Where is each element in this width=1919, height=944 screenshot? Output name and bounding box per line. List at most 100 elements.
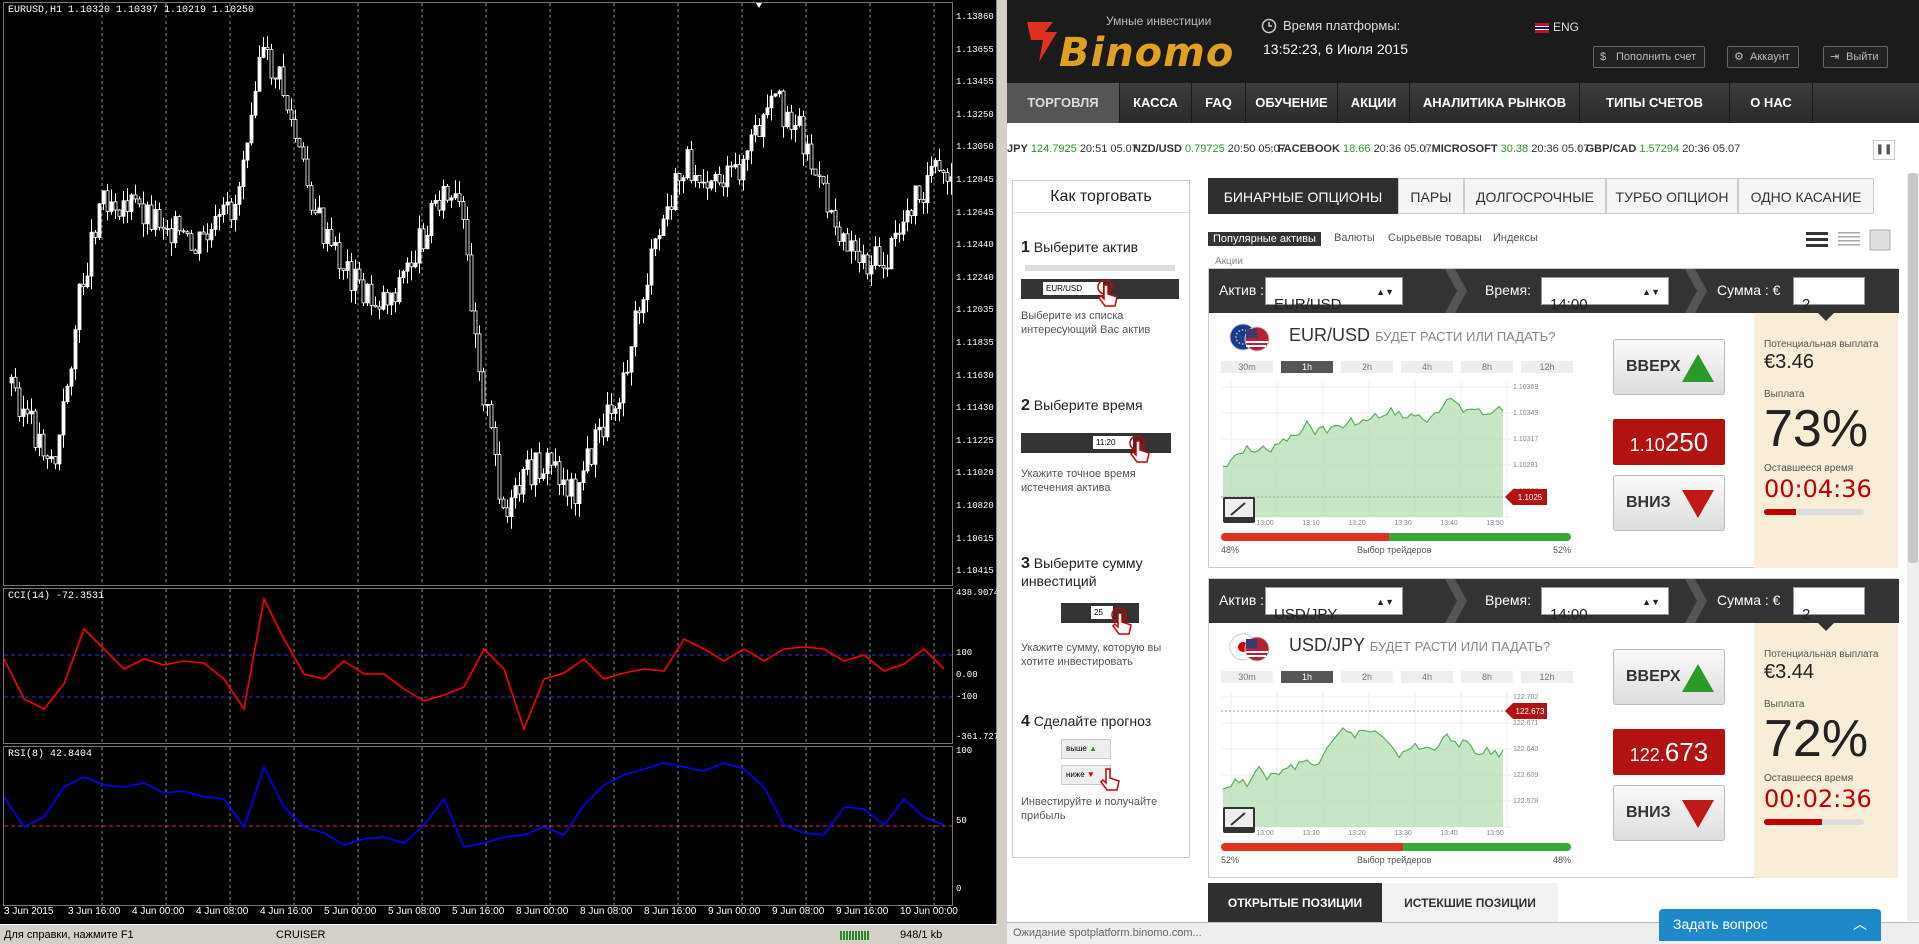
time-select[interactable]: 14:00 ▲▼ <box>1541 587 1669 623</box>
candle <box>661 214 666 236</box>
ask-question-button[interactable]: Задать вопрос ︿ <box>1659 909 1881 941</box>
asset-select[interactable]: USD/JPY ▲▼ <box>1265 587 1403 623</box>
mini-price-chart[interactable]: 122.702 122.671 122.640 122.609 122.578 13:00… <box>1221 687 1571 837</box>
tab-commodities[interactable]: Сырьевые товары <box>1388 232 1482 244</box>
nav-analytics[interactable]: АНАЛИТИКА РЫНКОВ <box>1410 83 1580 123</box>
hand-pointer-icon <box>1129 435 1150 463</box>
cci-pane[interactable]: CCI(14) -72.3531 <box>3 588 953 744</box>
language-switch[interactable]: ENG <box>1535 20 1579 34</box>
pause-ticker-button[interactable]: ❚❚ <box>1873 140 1895 160</box>
tab-turbo[interactable]: ТУРБО ОПЦИОН <box>1606 178 1738 214</box>
timeframe-8h[interactable]: 8h <box>1461 361 1513 373</box>
tab-pairs[interactable]: ПАРЫ <box>1398 178 1464 214</box>
candle <box>333 236 338 251</box>
candle <box>821 175 826 186</box>
candle <box>865 252 870 280</box>
tab-long-term[interactable]: ДОЛГОСРОЧНЫЕ <box>1464 178 1606 214</box>
amount-input[interactable]: 2 <box>1793 277 1865 313</box>
time-axis-label: 10 Jun 00:00 <box>900 906 958 917</box>
candle <box>325 222 330 252</box>
timeframe-30m[interactable]: 30m <box>1221 361 1273 373</box>
tab-stocks[interactable]: Акции <box>1215 256 1243 267</box>
candle <box>765 94 770 119</box>
put-down-button[interactable]: ВНИЗ <box>1613 475 1725 531</box>
cci-label: CCI(14) -72.3531 <box>8 591 105 602</box>
timeframe-12h[interactable]: 12h <box>1521 671 1573 683</box>
timeframe-4h[interactable]: 4h <box>1401 671 1453 683</box>
timeframe-4h[interactable]: 4h <box>1401 361 1453 373</box>
amount-label: Сумма : € <box>1717 282 1781 298</box>
tab-open-positions[interactable]: ОТКРЫТЫЕ ПОЗИЦИИ <box>1208 883 1382 923</box>
ticker-item[interactable]: ↑ GBP/CAD 1.57294 20:36 05.07 <box>1577 143 1740 155</box>
nav-faq[interactable]: FAQ <box>1192 83 1246 123</box>
logout-button[interactable]: ⇥ Выйти <box>1823 46 1888 68</box>
scale-label: 0 <box>956 884 962 894</box>
asset-title: USD/JPY БУДЕТ РАСТИ ИЛИ ПАДАТЬ? <box>1289 635 1550 656</box>
ticker-item[interactable]: JPY 124.7925 20:51 05.07 <box>1007 143 1138 155</box>
price-chart-pane[interactable]: EURUSD,H1 1.10320 1.10397 1.10219 1.1025… <box>3 2 953 586</box>
magic-wand-icon[interactable] <box>1223 497 1255 523</box>
scrollbar-thumb[interactable] <box>1908 173 1918 563</box>
candle <box>17 381 22 422</box>
timeframe-2h[interactable]: 2h <box>1341 361 1393 373</box>
timeframe-30m[interactable]: 30m <box>1221 671 1273 683</box>
rsi-pane[interactable]: RSI(8) 42.8404 <box>3 746 953 906</box>
account-button[interactable]: ⚙ Аккаунт <box>1727 46 1799 68</box>
nav-about[interactable]: О НАС <box>1730 83 1813 123</box>
tab-binary-options[interactable]: БИНАРНЫЕ ОПЦИОНЫ <box>1208 178 1398 214</box>
nav-education[interactable]: ОБУЧЕНИЕ <box>1246 83 1338 123</box>
timeframe-2h[interactable]: 2h <box>1341 671 1393 683</box>
candle <box>405 257 410 284</box>
put-down-button[interactable]: ВНИЗ <box>1613 785 1725 841</box>
product-tabs: БИНАРНЫЕ ОПЦИОНЫ ПАРЫ ДОЛГОСРОЧНЫЕ ТУРБО… <box>1208 178 1898 214</box>
timeframe-1h[interactable]: 1h <box>1281 671 1333 683</box>
nav-trading[interactable]: ТОРГОВЛЯ <box>1007 83 1120 123</box>
tab-currencies[interactable]: Валюты <box>1334 232 1375 244</box>
nav-promotions[interactable]: АКЦИИ <box>1338 83 1410 123</box>
ticker-item[interactable]: NZD/USD 0.79725 20:50 05.07 <box>1133 143 1286 155</box>
tab-indices[interactable]: Индексы <box>1493 232 1538 244</box>
candle <box>577 482 582 517</box>
ask-label: Задать вопрос <box>1673 916 1768 932</box>
candle <box>65 383 70 405</box>
candlestick-chart[interactable] <box>4 3 953 586</box>
mini-price-chart[interactable]: 1.103691.103431.103171.102911.1026413:00… <box>1221 377 1571 527</box>
call-up-button[interactable]: ВВЕРХ <box>1613 649 1725 705</box>
deposit-button[interactable]: $ Пополнить счет <box>1593 46 1706 68</box>
candle <box>41 429 46 461</box>
chart-y-tick: 1.10317 <box>1513 436 1538 443</box>
down-label: ВНИЗ <box>1626 804 1671 821</box>
price-marker-label: 1.1025 <box>1518 493 1543 502</box>
candle <box>877 237 882 267</box>
nav-account-types[interactable]: ТИПЫ СЧЕТОВ <box>1580 83 1730 123</box>
view-list-icon[interactable] <box>1804 228 1900 252</box>
candle <box>21 395 26 427</box>
timeframe-1h[interactable]: 1h <box>1281 361 1333 373</box>
candle <box>49 449 54 463</box>
binomo-logo[interactable]: Binomo <box>1023 10 1233 76</box>
amount-input[interactable]: 2 <box>1793 587 1865 623</box>
call-up-button[interactable]: ВВЕРХ <box>1613 339 1725 395</box>
candle <box>585 436 590 474</box>
timeframe-8h[interactable]: 8h <box>1461 671 1513 683</box>
ticker-item[interactable]: ↑ MICROSOFT 30.38 20:36 05.07 <box>1423 143 1589 155</box>
time-select[interactable]: 14:00 ▲▼ <box>1541 277 1669 313</box>
window-splitter[interactable] <box>997 0 1007 944</box>
mt4-terminal: EURUSD,H1 1.10320 1.10397 1.10219 1.1025… <box>0 0 1005 944</box>
timeframe-12h[interactable]: 12h <box>1521 361 1573 373</box>
price-main: 673 <box>1664 737 1709 767</box>
step-2-title: 2 Выберите время <box>1021 397 1181 415</box>
nav-cashier[interactable]: КАССА <box>1120 83 1192 123</box>
tab-expired-positions[interactable]: ИСТЕКШИЕ ПОЗИЦИИ <box>1382 883 1558 923</box>
candle <box>309 181 314 215</box>
tab-one-touch[interactable]: ОДНО КАСАНИЕ <box>1738 178 1874 214</box>
asset-select-value: EUR/USD <box>1274 296 1342 313</box>
page-scrollbar[interactable] <box>1907 173 1919 921</box>
magic-wand-icon[interactable] <box>1223 807 1255 833</box>
step-3-desc: Укажите сумму, которую вы хотите инвести… <box>1021 642 1162 668</box>
ticker-item[interactable]: ↑ FACEBOOK 18.66 20:36 05.07 <box>1269 143 1432 155</box>
candle <box>617 397 622 422</box>
price-scale: 1.13860 1.13655 1.13455 1.13250 1.13050 1.128… <box>954 2 997 586</box>
asset-select[interactable]: EUR/USD ▲▼ <box>1265 277 1403 313</box>
tab-popular-assets[interactable]: Популярные активы <box>1208 232 1321 246</box>
